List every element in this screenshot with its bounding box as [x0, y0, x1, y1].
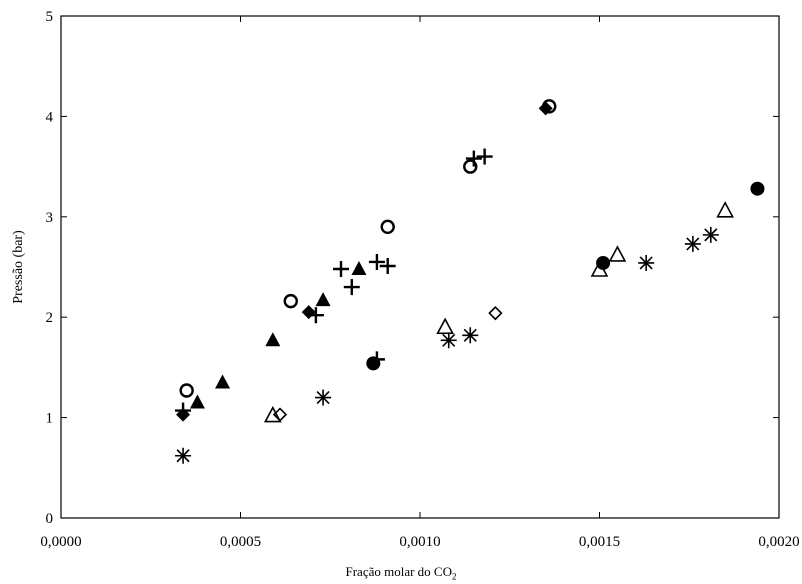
y-axis-ticks: 0 1 2 3 4 5 — [46, 9, 779, 527]
point-asterisk — [702, 226, 719, 243]
point-filled-triangle — [315, 292, 331, 307]
y-tick-label: 3 — [46, 210, 54, 226]
data-markers — [175, 99, 765, 464]
point-plus — [307, 307, 324, 324]
point-open-circle — [179, 383, 194, 398]
y-tick-label: 4 — [46, 109, 54, 125]
point-asterisk — [638, 254, 655, 271]
point-open-circle — [380, 219, 395, 235]
x-tick-label: 0,0000 — [40, 534, 81, 550]
point-open-triangle — [263, 405, 282, 423]
point-plus — [175, 402, 192, 419]
point-plus — [368, 253, 385, 270]
y-axis-title: Pressão (bar) — [11, 230, 26, 304]
point-open-diamond — [488, 306, 503, 321]
x-tick-label: 0,0010 — [399, 534, 440, 550]
point-plus — [476, 148, 493, 165]
x-axis-title: Fração molar do CO2 — [345, 564, 457, 582]
point-filled-triangle — [215, 374, 231, 389]
point-filled-triangle — [351, 261, 367, 276]
point-open-triangle — [590, 260, 609, 277]
point-plus — [343, 279, 360, 296]
point-plus — [368, 351, 385, 368]
point-filled-diamond — [538, 101, 553, 116]
point-filled-circle — [750, 181, 765, 196]
point-asterisk — [440, 332, 457, 349]
point-asterisk — [462, 327, 479, 344]
y-tick-label: 0 — [46, 511, 54, 527]
point-asterisk — [684, 235, 701, 252]
point-asterisk — [175, 447, 192, 464]
x-tick-label: 0,0020 — [758, 534, 799, 550]
point-plus — [333, 261, 350, 278]
point-plus — [465, 150, 482, 167]
point-asterisk — [315, 389, 332, 406]
point-open-circle — [463, 159, 478, 174]
x-axis-ticks: 0,0000 0,0005 0,0010 0,0015 0,0020 — [40, 16, 800, 550]
y-tick-label: 1 — [46, 411, 54, 427]
point-plus — [379, 257, 396, 274]
point-open-triangle — [608, 245, 627, 262]
x-tick-label: 0,0005 — [220, 534, 261, 550]
point-open-triangle — [716, 201, 734, 218]
point-open-triangle — [436, 317, 454, 335]
point-open-circle — [283, 293, 298, 309]
x-tick-label: 0,0015 — [579, 534, 620, 550]
point-filled-circle — [596, 255, 611, 270]
point-filled-triangle — [189, 394, 205, 409]
y-tick-label: 2 — [46, 310, 54, 326]
point-filled-diamond — [301, 305, 316, 320]
y-tick-label: 5 — [46, 9, 54, 25]
point-filled-triangle — [265, 332, 281, 347]
plot-frame — [60, 15, 780, 519]
